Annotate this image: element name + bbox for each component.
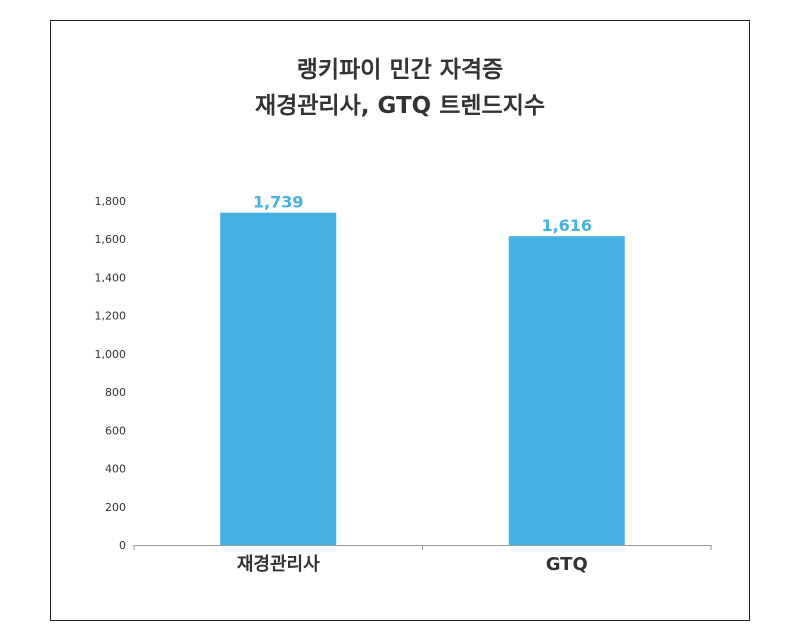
y-tick-label: 400 <box>105 463 126 476</box>
y-tick-label: 1,600 <box>95 233 127 246</box>
chart-title-line-1: 랭키파이 민간 자격증 <box>296 57 504 83</box>
bar <box>508 236 625 546</box>
data-label: 1,616 <box>541 216 592 235</box>
y-tick-label: 1,200 <box>95 310 127 323</box>
x-category-label: 재경관리사 <box>237 554 320 575</box>
chart-title: 랭키파이 민간 자격증 재경관리사, GTQ 트렌드지수 <box>50 52 750 124</box>
chart-frame <box>50 20 750 621</box>
y-tick-label: 1,800 <box>95 195 127 208</box>
y-tick-label: 1,400 <box>95 271 127 284</box>
y-tick-label: 0 <box>119 539 126 552</box>
bar <box>220 212 337 545</box>
y-tick-label: 600 <box>105 424 126 437</box>
y-tick-label: 1,000 <box>95 348 127 361</box>
chart-title-line-2: 재경관리사, GTQ 트렌드지수 <box>254 93 546 119</box>
y-tick-label: 800 <box>105 386 126 399</box>
x-category-label: GTQ <box>546 554 588 575</box>
data-label: 1,739 <box>253 193 304 212</box>
y-tick-label: 200 <box>105 501 126 514</box>
